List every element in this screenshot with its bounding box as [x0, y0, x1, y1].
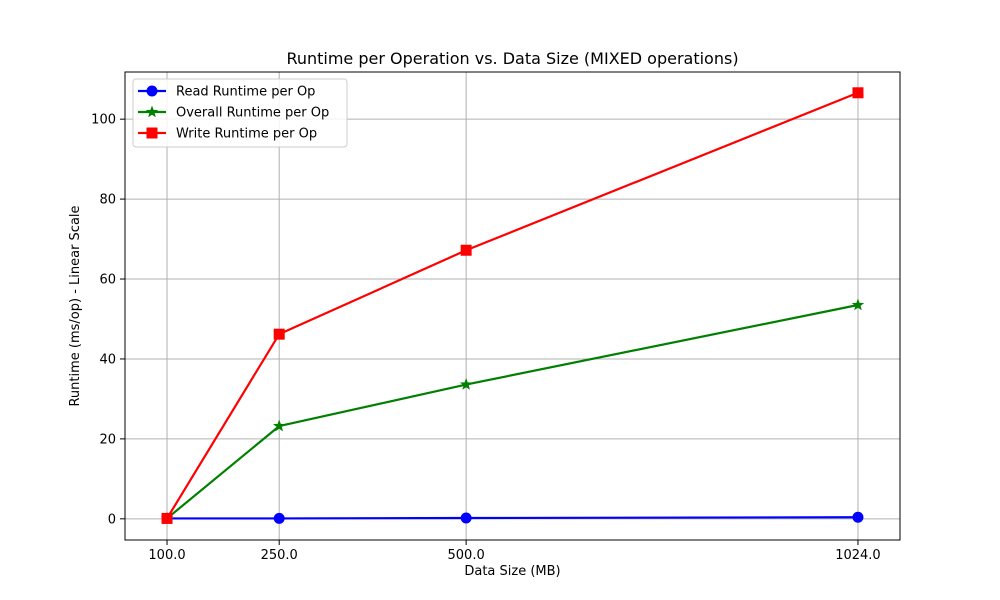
- legend-item: Overall Runtime per Op: [138, 105, 329, 121]
- legend-marker: [146, 85, 158, 97]
- x-tick-label: 500.0: [448, 548, 485, 563]
- y-tick-label: 40: [99, 352, 116, 367]
- data-point: [273, 328, 285, 340]
- y-tick-label: 0: [108, 512, 116, 527]
- x-axis-title: Data Size (MB): [464, 564, 560, 579]
- x-axis: 100.0 250.0 500.0 1024.0: [148, 540, 881, 563]
- data-point: [852, 511, 864, 523]
- legend-label: Write Runtime per Op: [176, 127, 317, 142]
- y-tick-label: 100: [91, 113, 116, 128]
- data-point: [851, 298, 865, 311]
- series-layer: [160, 87, 865, 524]
- series-line: [166, 303, 859, 520]
- legend-item: Write Runtime per Op: [138, 127, 317, 142]
- y-tick-label: 60: [99, 273, 116, 288]
- data-point: [161, 512, 173, 524]
- data-point: [459, 378, 473, 390]
- data-point: [460, 244, 472, 256]
- y-axis-title: Runtime (ms/op) - Linear Scale: [68, 205, 83, 406]
- legend-item: Read Runtime per Op: [138, 85, 315, 100]
- legend-box: [132, 78, 348, 148]
- y-axis: 0 20 40 60 80 100: [91, 113, 125, 527]
- data-point: [273, 512, 285, 524]
- grid: [125, 72, 900, 540]
- legend-marker: [145, 105, 159, 118]
- legend-marker: [146, 127, 158, 139]
- x-tick-label: 100.0: [148, 548, 185, 563]
- data-point: [460, 512, 472, 524]
- legend: Read Runtime per Op Overall Runtime per O…: [132, 78, 348, 148]
- y-tick-label: 80: [99, 193, 116, 208]
- plot-area-frame: [124, 71, 901, 541]
- y-tick-label: 20: [99, 432, 116, 447]
- chart-title: Runtime per Operation vs. Data Size (MIX…: [286, 49, 738, 68]
- legend-label: Overall Runtime per Op: [176, 106, 329, 121]
- x-tick-label: 250.0: [261, 548, 298, 563]
- legend-label: Read Runtime per Op: [176, 85, 315, 100]
- data-point: [852, 87, 864, 99]
- series-line: [167, 516, 858, 520]
- x-tick-label: 1024.0: [835, 548, 881, 563]
- data-point: [273, 419, 286, 432]
- series-write-runtime-per-op: [161, 87, 864, 524]
- series-line: [166, 91, 859, 519]
